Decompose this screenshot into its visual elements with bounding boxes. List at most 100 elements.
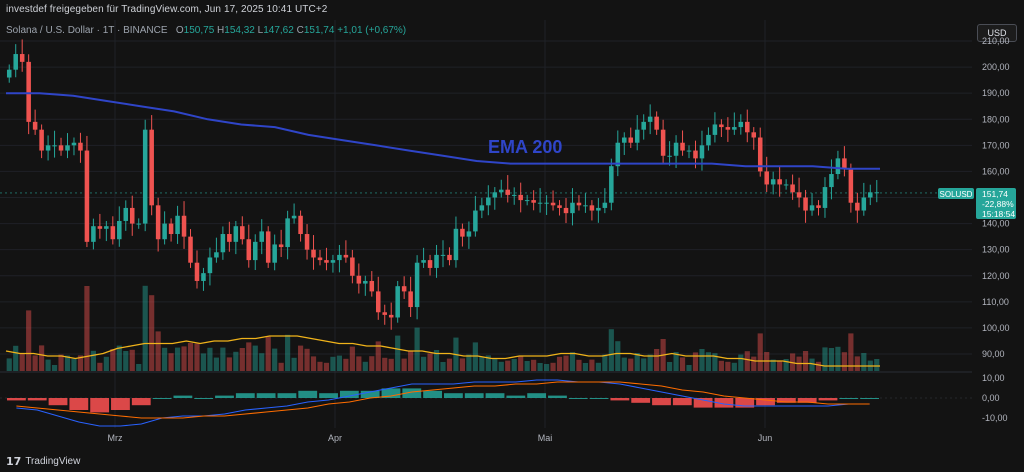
candle-body — [609, 166, 614, 203]
macd-panel — [0, 371, 972, 427]
candle-body — [809, 205, 815, 211]
candle-body — [149, 129, 154, 206]
macd-histogram-bar — [714, 398, 734, 408]
volume-bar — [362, 361, 368, 371]
candle-body — [207, 257, 213, 274]
macd-histogram-bar — [589, 398, 609, 399]
candle-body — [356, 275, 362, 284]
volume-bar — [828, 348, 835, 371]
price-tick-label: 140,00 — [982, 219, 1010, 229]
macd-histogram-bar — [839, 398, 859, 399]
volume-bar — [220, 347, 226, 371]
volume-bar — [647, 354, 653, 371]
candle-body — [188, 236, 193, 263]
volume-bar — [615, 341, 621, 371]
macd-histogram-bar — [277, 393, 297, 398]
volume-bar — [323, 362, 330, 371]
candle-body — [634, 129, 640, 143]
candle-body — [272, 244, 277, 263]
candle-body — [680, 142, 685, 151]
candle-body — [350, 257, 355, 276]
volume-bar — [369, 356, 375, 371]
candle-body — [123, 207, 129, 221]
close-value: 151,74 — [303, 25, 335, 36]
macd-histogram-bar — [797, 398, 817, 403]
candle-body — [324, 260, 329, 263]
price-tick-label: 210,00 — [982, 36, 1010, 46]
volume-bar — [388, 358, 394, 371]
candle-body — [641, 121, 646, 130]
candle-body — [129, 207, 135, 224]
candle-body — [764, 171, 769, 185]
candle-body — [13, 54, 18, 70]
candle-body — [537, 202, 543, 204]
volume-bar — [543, 364, 550, 371]
volume-bar — [97, 362, 103, 371]
candle-body — [58, 145, 64, 151]
candle-body — [343, 254, 349, 258]
volume-bar — [395, 335, 401, 371]
candle-body — [861, 197, 867, 211]
price-tick-label: 110,00 — [982, 297, 1009, 307]
macd-histogram-bar — [652, 398, 671, 406]
macd-histogram-bar — [568, 398, 588, 399]
currency-button[interactable]: USD — [977, 24, 1017, 42]
candle-body — [78, 142, 83, 151]
candle-body — [524, 200, 530, 202]
volume-bar — [155, 331, 161, 371]
price-tick-label: 90,00 — [982, 349, 1005, 359]
candle-body — [278, 244, 284, 248]
volume-bar — [511, 359, 517, 371]
price-tick-label: 130,00 — [982, 245, 1010, 255]
ema-annotation: EMA 200 — [488, 137, 562, 157]
candle-body — [822, 187, 828, 208]
candle-body — [91, 226, 96, 242]
macd-line — [16, 379, 870, 427]
volume-bar — [168, 353, 174, 371]
candle-body — [757, 137, 763, 172]
volume-bar — [110, 349, 116, 371]
volume-bar — [136, 364, 142, 371]
candle-body — [732, 127, 737, 130]
candle-body — [712, 124, 718, 135]
ema-200-line — [6, 92, 880, 170]
volume-bar — [272, 348, 278, 371]
candle-body — [453, 228, 459, 261]
volume-bar — [343, 358, 349, 371]
macd-histogram-bar — [7, 398, 26, 401]
price-tick-label: 100,00 — [982, 323, 1010, 333]
candle-body — [874, 192, 880, 194]
volume-bar — [64, 355, 71, 371]
macd-histogram-bar — [298, 390, 318, 398]
volume-bar — [466, 354, 472, 371]
volume-bar — [330, 356, 336, 371]
candle-body — [104, 226, 109, 229]
candle-body — [706, 134, 711, 146]
macd-histogram-bar — [69, 398, 89, 410]
candle-body — [583, 205, 588, 207]
macd-histogram-bar — [423, 390, 442, 398]
volume-bar — [278, 362, 284, 371]
volume-bar — [246, 342, 252, 371]
candlesticks — [6, 39, 880, 330]
volume-bars — [6, 285, 880, 371]
volume-bar — [686, 365, 692, 371]
volume-bar — [563, 355, 569, 371]
macd-histogram-bar — [173, 395, 193, 398]
volume-bar — [207, 347, 213, 371]
candle-body — [26, 61, 31, 122]
candle-body — [110, 226, 116, 240]
volume-bar — [576, 359, 582, 371]
volume-bar — [19, 353, 25, 371]
volume-bar — [129, 349, 135, 371]
candle-body — [563, 207, 569, 214]
price-label: SOLUSD 151,74 -22,88% 15:18:54 — [938, 188, 1016, 219]
candle-body — [71, 142, 77, 146]
volume-bar — [874, 359, 880, 371]
volume-bar — [479, 356, 485, 371]
volume-bar — [39, 345, 45, 371]
candle-body — [544, 202, 549, 204]
volume-bar — [751, 356, 757, 371]
volume-bar — [699, 349, 705, 371]
